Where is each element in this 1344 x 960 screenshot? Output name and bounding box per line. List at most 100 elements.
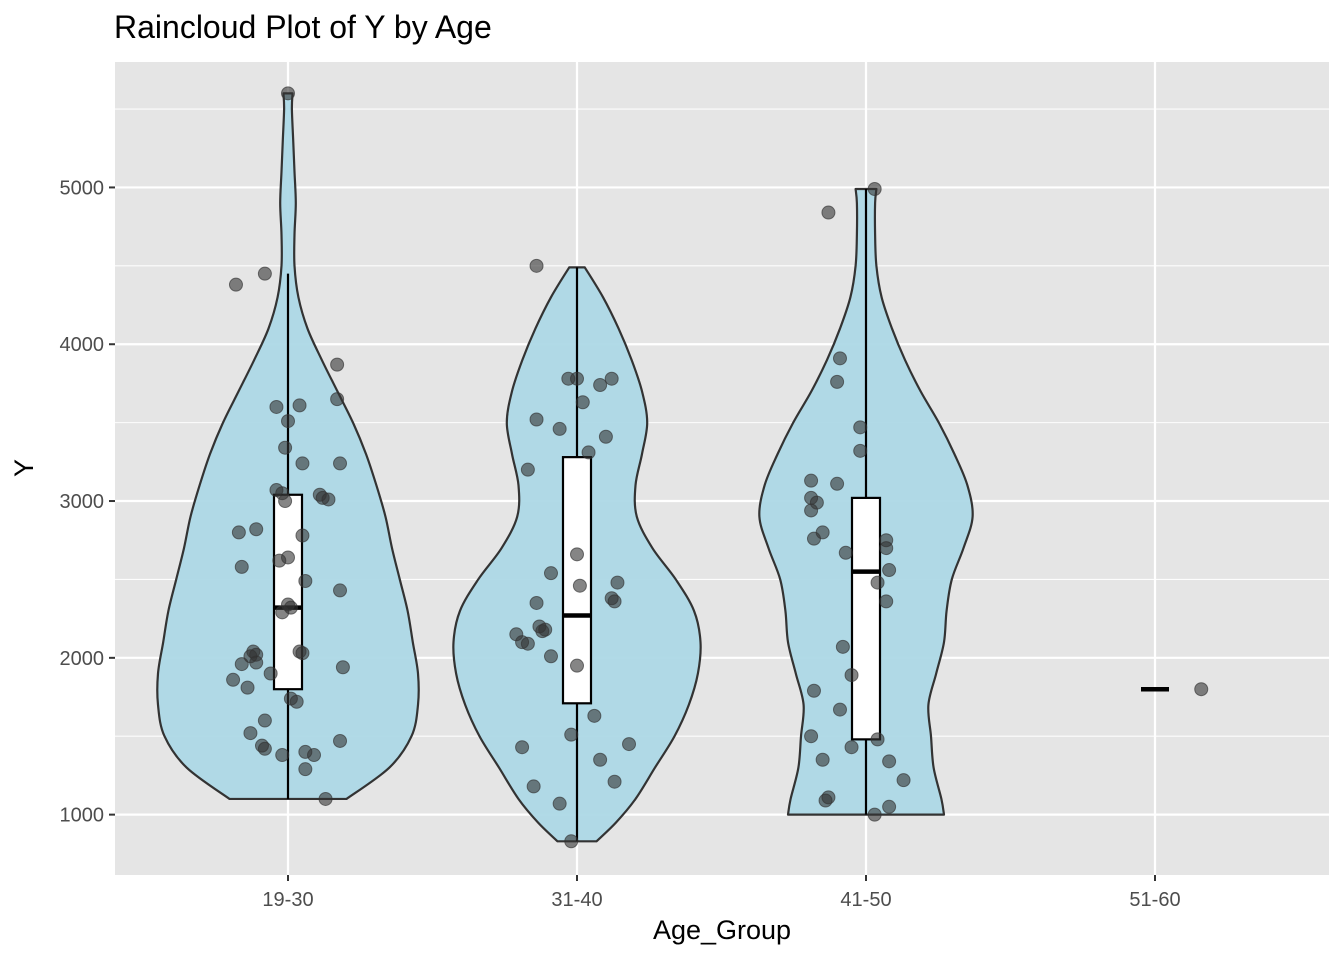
data-point <box>853 443 868 458</box>
data-point <box>838 545 853 560</box>
data-point <box>572 578 587 593</box>
box-41-50 <box>850 496 882 741</box>
data-point <box>832 351 847 366</box>
data-point <box>543 566 558 581</box>
data-point <box>278 494 293 509</box>
data-point <box>821 205 836 220</box>
data-point <box>520 462 535 477</box>
data-point <box>598 429 613 444</box>
jitter-points <box>226 86 1209 849</box>
data-point <box>295 456 310 471</box>
data-point <box>804 503 819 518</box>
data-point <box>604 371 619 386</box>
data-point <box>295 528 310 543</box>
x-axis-ticks: 19-30 31-40 41-50 51-60 <box>262 875 1181 911</box>
data-point <box>815 752 830 767</box>
data-point <box>307 748 322 763</box>
data-point <box>896 773 911 788</box>
data-point <box>835 639 850 654</box>
data-point <box>882 799 897 814</box>
data-point <box>552 796 567 811</box>
data-point <box>257 713 272 728</box>
data-point <box>263 666 278 681</box>
data-point <box>333 583 348 598</box>
data-point <box>289 694 304 709</box>
data-point <box>333 456 348 471</box>
data-point <box>249 522 264 537</box>
data-point <box>844 740 859 755</box>
data-point <box>610 575 625 590</box>
data-point <box>529 258 544 273</box>
data-point <box>269 399 284 414</box>
data-point <box>818 793 833 808</box>
x-axis-title: Age_Group <box>653 915 791 945</box>
boxplots <box>272 189 1169 842</box>
x-tick-label: 31-40 <box>551 889 602 911</box>
data-point <box>804 473 819 488</box>
y-axis-title: Y <box>9 459 39 477</box>
data-point <box>867 807 882 822</box>
data-point <box>870 575 885 590</box>
data-point <box>228 277 243 292</box>
data-point <box>292 398 307 413</box>
data-point <box>257 266 272 281</box>
data-point <box>526 779 541 794</box>
data-point <box>552 421 567 436</box>
data-point <box>278 440 293 455</box>
x-tick-label: 19-30 <box>262 889 313 911</box>
data-point <box>830 374 845 389</box>
data-point <box>321 492 336 507</box>
data-point <box>226 672 241 687</box>
data-point <box>281 414 295 429</box>
data-point <box>330 357 345 372</box>
data-point <box>234 657 249 672</box>
data-point <box>806 683 821 698</box>
data-point <box>318 791 333 806</box>
data-point <box>275 605 290 620</box>
data-point <box>882 563 897 578</box>
y-tick-label: 4000 <box>60 334 105 356</box>
data-point <box>275 748 290 763</box>
data-point <box>593 752 608 767</box>
data-point <box>607 774 622 789</box>
data-point <box>587 708 602 723</box>
data-point <box>257 741 272 756</box>
data-point <box>249 655 264 670</box>
data-point <box>879 594 894 609</box>
x-tick-label: 51-60 <box>1129 889 1180 911</box>
data-point <box>570 658 584 673</box>
data-point <box>622 737 637 752</box>
data-point <box>529 595 544 610</box>
data-point <box>515 740 530 755</box>
data-point <box>520 636 535 651</box>
data-point <box>281 86 295 101</box>
y-tick-label: 2000 <box>60 648 105 670</box>
y-axis-ticks: 1000 2000 3000 4000 5000 <box>60 177 115 827</box>
data-point <box>832 702 847 717</box>
data-point <box>564 727 579 742</box>
data-point <box>240 680 255 695</box>
data-point <box>867 182 882 197</box>
data-point <box>330 392 345 407</box>
y-tick-label: 5000 <box>60 177 105 199</box>
data-point <box>870 732 885 747</box>
data-point <box>581 445 596 460</box>
data-point <box>231 525 246 540</box>
data-point <box>844 668 859 683</box>
y-tick-label: 3000 <box>60 491 105 513</box>
data-point <box>243 726 258 741</box>
data-point <box>570 547 584 562</box>
chart-title: Raincloud Plot of Y by Age <box>114 9 492 45</box>
data-point <box>295 646 310 661</box>
data-point <box>529 412 544 427</box>
data-point <box>564 834 579 849</box>
data-point <box>543 649 558 664</box>
data-point <box>853 420 868 435</box>
data-point <box>882 754 897 769</box>
data-point <box>272 553 287 568</box>
data-point <box>1194 682 1209 697</box>
data-point <box>333 733 348 748</box>
data-point <box>593 378 608 392</box>
data-point <box>570 371 584 386</box>
